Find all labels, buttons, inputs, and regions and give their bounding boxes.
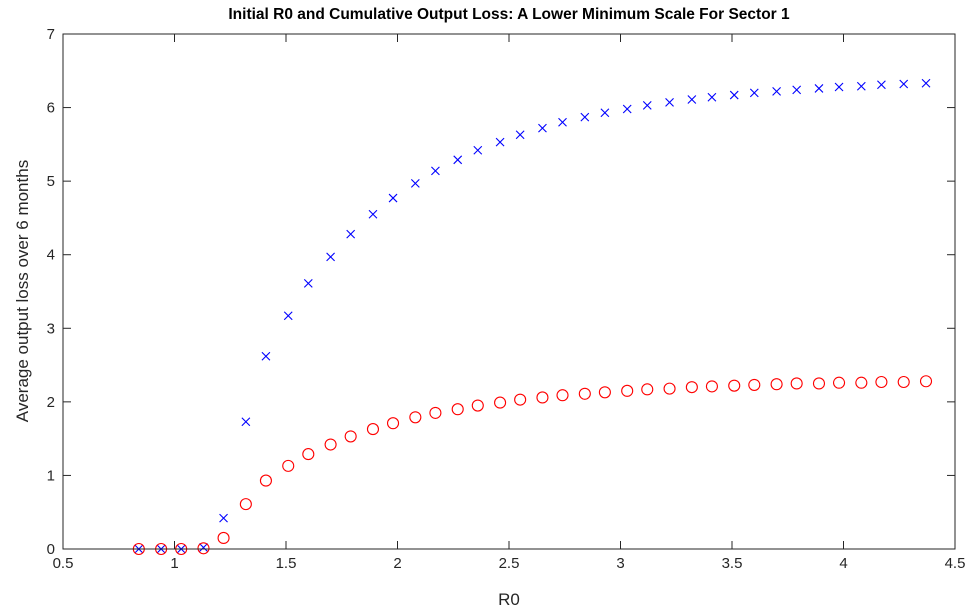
data-point-x-marker [495,137,505,147]
data-point-circle-marker [578,387,591,400]
data-point-circle-marker [621,384,634,397]
y-tick-label: 0 [47,541,55,558]
data-point-circle-marker [282,459,295,472]
y-tick-label: 7 [47,26,55,43]
data-point-circle-marker [728,379,741,392]
data-point-circle-marker [919,375,933,388]
data-point-x-marker [473,145,483,155]
data-point-circle-marker [832,376,846,389]
data-point-circle-marker [494,396,507,409]
data-point-x-marker [834,82,844,92]
data-point-circle-marker [451,403,464,416]
data-point-x-marker [580,112,590,122]
data-point-circle-marker [748,378,761,391]
data-point-circle-marker [770,378,783,391]
series-2 [132,375,933,556]
data-series [132,78,933,556]
data-point-x-marker [856,81,866,91]
x-tick-label: 0.5 [53,555,74,572]
x-tick-label: 2 [393,555,401,572]
y-axis-label: Average output loss over 6 months [13,160,32,422]
data-point-x-marker [326,252,335,262]
y-tick-label: 1 [47,467,55,484]
data-point-x-marker [749,88,759,98]
data-point-x-marker [772,86,781,96]
x-tick-label: 4 [839,555,847,572]
data-point-circle-marker [875,375,888,389]
data-point-circle-marker [536,391,549,404]
x-tick-label: 1.5 [276,555,297,572]
data-point-circle-marker [259,474,272,487]
data-point-circle-marker [197,542,210,555]
data-point-circle-marker [239,498,252,511]
data-point-circle-marker [790,377,803,390]
data-point-x-marker [707,92,717,102]
plot-frame [62,33,956,550]
x-tick-label: 2.5 [499,555,520,572]
data-point-circle-marker [685,381,698,394]
data-point-x-marker [538,123,547,133]
data-point-circle-marker [598,386,611,399]
data-point-x-marker [687,95,697,104]
data-point-x-marker [600,108,610,118]
data-point-circle-marker [324,438,337,451]
data-point-circle-marker [556,389,569,402]
data-point-circle-marker [663,382,676,395]
data-point-x-marker [368,209,378,219]
data-point-circle-marker [429,406,442,419]
y-tick-label: 4 [47,247,55,264]
x-tick-label: 1 [170,555,178,572]
data-point-circle-marker [855,376,868,389]
y-tick-label: 6 [47,100,55,117]
data-point-x-marker [283,311,293,321]
data-point-circle-marker [897,375,910,389]
chart-title: Initial R0 and Cumulative Output Loss: A… [228,6,790,23]
data-point-circle-marker [641,383,654,396]
data-point-x-marker [622,104,632,114]
data-point-x-marker [729,90,739,100]
data-point-x-marker [877,80,886,90]
data-point-circle-marker [366,423,380,436]
plot-area [63,34,955,549]
data-point-x-marker [261,351,271,361]
data-point-circle-marker [217,531,230,545]
x-tick-label: 3 [616,555,624,572]
data-point-circle-marker [344,430,357,443]
y-tick-label: 5 [47,173,55,190]
data-point-circle-marker [705,380,718,393]
data-point-x-marker [642,100,652,110]
data-point-x-marker [431,166,440,176]
y-tick-label: 3 [47,320,55,337]
data-point-x-marker [558,117,567,127]
data-point-x-marker [814,84,824,93]
data-point-circle-marker [409,411,422,424]
ticks: 0.5 1 1.5 2 2.5 3 3.5 4 4.5 0 1 2 3 4 5 6 7 [47,26,966,572]
data-point-x-marker [199,543,208,552]
x-axis-label: R0 [498,590,520,609]
data-point-x-marker [219,513,228,523]
data-point-circle-marker [386,417,400,430]
data-point-x-marker [346,229,356,239]
data-point-x-marker [792,85,802,95]
data-point-x-marker [899,79,909,89]
data-point-x-marker [453,155,463,165]
data-point-circle-marker [514,393,527,406]
data-point-x-marker [303,279,313,288]
data-point-x-marker [388,193,398,203]
data-point-x-marker [515,130,525,140]
x-tick-label: 3.5 [722,555,743,572]
data-point-circle-marker [812,377,826,390]
y-tick-label: 2 [47,394,55,411]
data-point-circle-marker [471,399,484,412]
data-point-x-marker [665,98,674,107]
data-point-x-marker [241,417,251,427]
x-tick-label: 4.5 [945,555,966,572]
data-point-circle-marker [302,448,315,461]
data-point-x-marker [410,178,420,188]
data-point-x-marker [921,78,931,88]
